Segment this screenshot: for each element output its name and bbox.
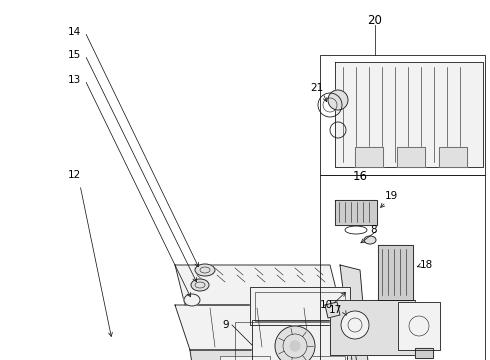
Polygon shape — [335, 200, 377, 225]
Text: 18: 18 — [420, 260, 433, 270]
Circle shape — [290, 341, 300, 351]
Polygon shape — [378, 245, 413, 300]
Bar — [320, 55, 485, 175]
Ellipse shape — [184, 294, 200, 306]
Bar — [250, 287, 350, 325]
Circle shape — [341, 311, 369, 339]
Bar — [415, 348, 433, 358]
Text: 17: 17 — [328, 305, 342, 315]
Polygon shape — [330, 300, 415, 355]
Text: 13: 13 — [68, 75, 81, 85]
Bar — [252, 320, 347, 360]
Bar — [397, 147, 425, 167]
Bar — [398, 302, 440, 350]
Ellipse shape — [364, 236, 376, 244]
Bar — [397, 147, 425, 167]
Bar — [252, 320, 347, 360]
Ellipse shape — [191, 279, 209, 291]
Text: 10: 10 — [320, 300, 333, 310]
Bar — [295, 356, 345, 360]
Polygon shape — [175, 265, 340, 305]
Bar — [255, 292, 345, 321]
Bar — [439, 147, 467, 167]
Bar — [439, 147, 467, 167]
Circle shape — [328, 90, 348, 110]
Circle shape — [275, 326, 315, 360]
Text: 20: 20 — [368, 13, 382, 27]
Bar — [415, 348, 433, 358]
Text: 19: 19 — [385, 191, 398, 201]
Text: 14: 14 — [68, 27, 81, 37]
Bar — [220, 356, 270, 360]
Bar — [398, 302, 440, 350]
Text: 21: 21 — [310, 83, 323, 93]
Polygon shape — [190, 350, 360, 360]
Bar — [320, 175, 485, 360]
Bar — [250, 287, 350, 325]
Polygon shape — [175, 305, 355, 350]
Bar — [220, 356, 270, 360]
Bar — [355, 147, 383, 167]
Polygon shape — [335, 62, 483, 167]
Bar — [355, 147, 383, 167]
Bar — [295, 356, 345, 360]
Text: 9: 9 — [222, 320, 229, 330]
Ellipse shape — [195, 264, 215, 276]
Text: 16: 16 — [352, 171, 368, 184]
Text: 12: 12 — [68, 170, 81, 180]
Text: 15: 15 — [68, 50, 81, 60]
Polygon shape — [325, 302, 340, 318]
Polygon shape — [340, 265, 370, 360]
Text: 8: 8 — [370, 225, 377, 235]
